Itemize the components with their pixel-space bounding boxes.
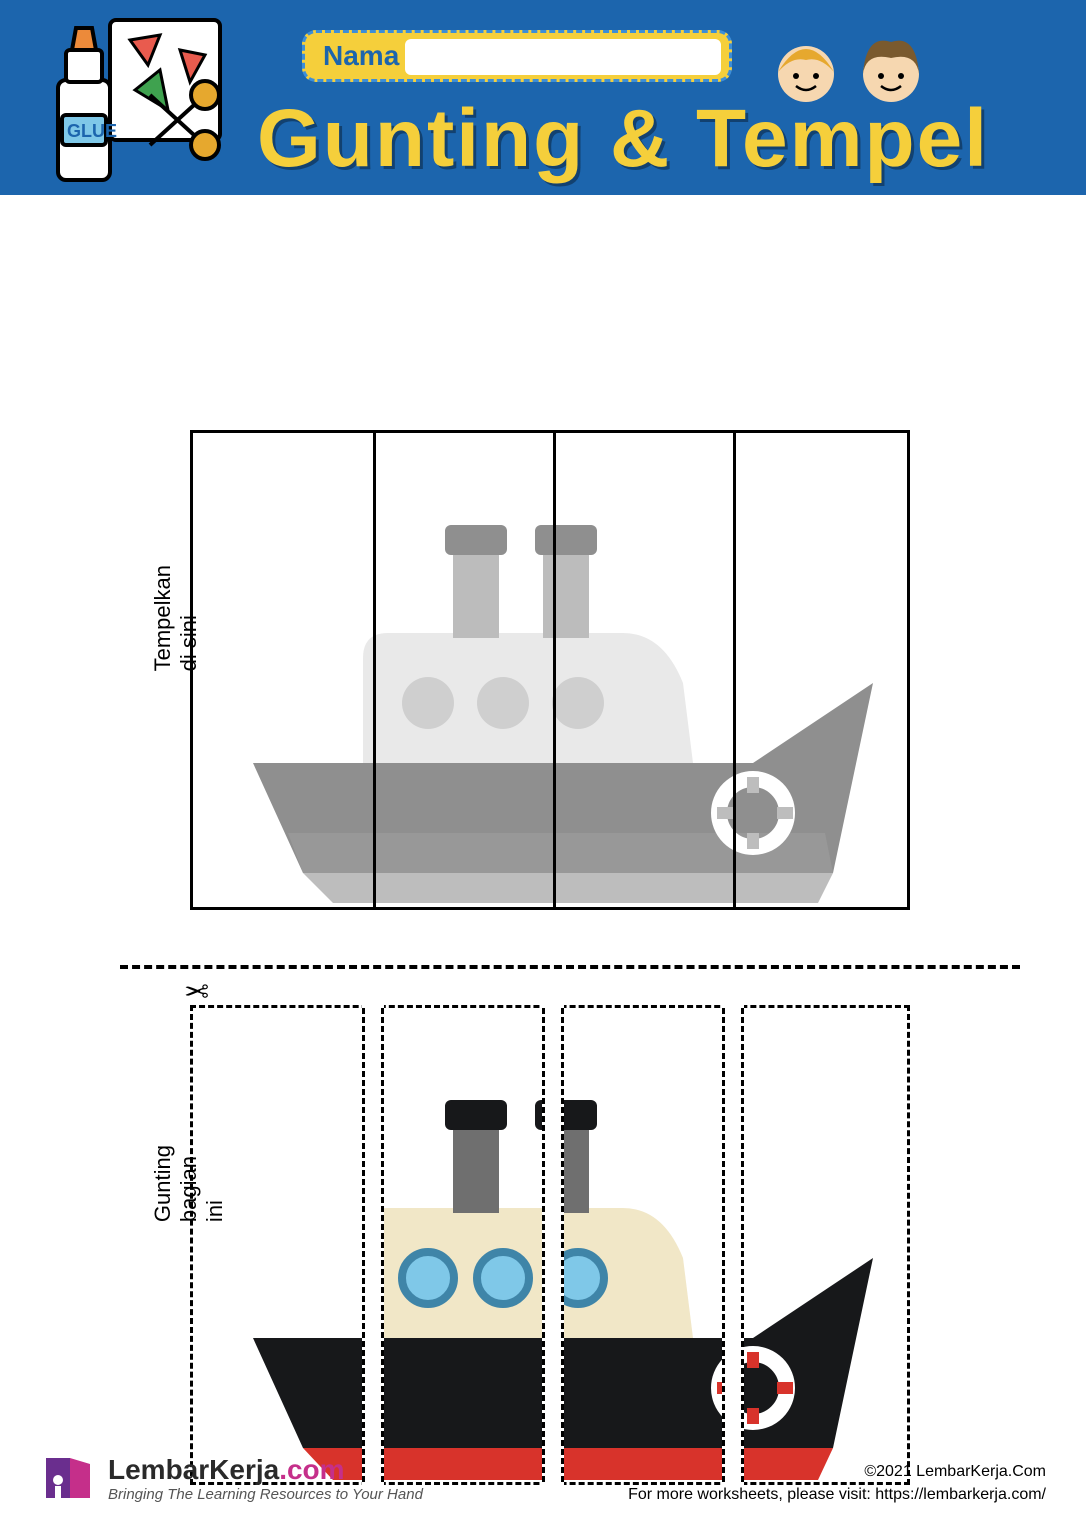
brand-tagline: Bringing The Learning Resources to Your …	[108, 1486, 423, 1503]
cut-source-panel	[190, 1005, 910, 1485]
name-badge: Nama	[302, 30, 732, 82]
brand-name: LembarKerja	[108, 1454, 279, 1485]
horizontal-cut-line	[120, 965, 1020, 969]
brand-block: LembarKerja.com Bringing The Learning Re…	[40, 1450, 423, 1506]
worksheet-title: Gunting & Tempel	[0, 92, 1086, 186]
header-bar: GLUE Nama Gunting & Tempel	[0, 0, 1086, 195]
paste-target-panel	[190, 430, 910, 910]
name-input-blank[interactable]	[405, 39, 721, 75]
brand-suffix: .com	[279, 1454, 344, 1485]
copyright-text: ©2021 LembarKerja.Com	[628, 1461, 1046, 1483]
brand-logo-icon	[40, 1450, 96, 1506]
worksheet-body: Tempelkan di sini Gunting bagian ini	[0, 195, 1086, 235]
more-worksheets-text: For more worksheets, please visit: https…	[628, 1484, 1046, 1506]
name-label: Nama	[323, 40, 399, 72]
footer: LembarKerja.com Bringing The Learning Re…	[40, 1450, 1046, 1506]
